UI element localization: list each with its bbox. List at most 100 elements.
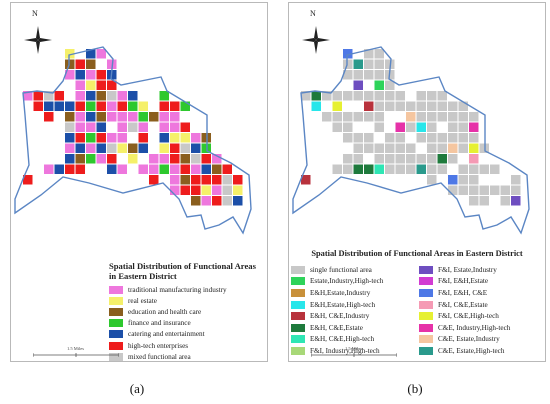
grid-cell [75, 133, 85, 143]
grid-cell [201, 154, 211, 164]
north-label: N [32, 9, 38, 18]
grid-cell [180, 101, 190, 111]
grid-cell [469, 175, 479, 185]
grid-cell [86, 59, 96, 69]
caption-a: (a) [129, 381, 145, 396]
grid-cell [191, 143, 201, 153]
grid-cell [458, 143, 468, 153]
grid-cell [44, 101, 54, 111]
legend-swatch [291, 277, 305, 286]
grid-cell [75, 91, 85, 101]
grid-cell [406, 154, 416, 164]
district-boundary [14, 46, 252, 235]
grid-cell [75, 143, 85, 153]
grid-cell [364, 143, 374, 153]
grid-cell [343, 133, 353, 143]
grid-cell [170, 101, 180, 111]
grid-cell [86, 133, 96, 143]
grid-cell [86, 122, 96, 132]
grid-cell [448, 112, 458, 122]
grid-cell [374, 70, 384, 80]
legend-a: Spatial Distribution of Functional Areas… [109, 261, 259, 361]
grid-cell [427, 133, 437, 143]
grid-cell [180, 185, 190, 195]
legend-item: E&H,Estate,Industry [291, 287, 419, 299]
grid-cell [222, 196, 232, 206]
legend-label: real estate [128, 296, 157, 305]
grid-cell [170, 133, 180, 143]
grid-cell [212, 196, 222, 206]
grid-cell [395, 91, 405, 101]
grid-cell [65, 143, 75, 153]
functional-area-map-b [292, 46, 530, 235]
grid-cell [416, 101, 426, 111]
grid-cell [65, 59, 75, 69]
grid-cell [180, 175, 190, 185]
grid-cell [191, 185, 201, 195]
grid-cell [170, 154, 180, 164]
grid-cell [138, 143, 148, 153]
legend-item: E&H, C&E,Estate [291, 322, 419, 334]
grid-cell [427, 101, 437, 111]
grid-cell [33, 101, 43, 111]
grid-cell [479, 164, 489, 174]
grid-cell [170, 185, 180, 195]
grid-cell [458, 133, 468, 143]
legend-item: C&E, Estate,High-tech [419, 345, 543, 357]
grid-cell [427, 154, 437, 164]
grid-cell [385, 91, 395, 101]
grid-cell [180, 154, 190, 164]
grid-cell [448, 122, 458, 132]
grid-cell [343, 91, 353, 101]
grid-cell [138, 133, 148, 143]
grid-cell [437, 164, 447, 174]
grid-cell [385, 59, 395, 69]
grid-cell [159, 91, 169, 101]
legend-item: Estate,Industry,High-tech [291, 276, 419, 288]
legend-item: F&I, C&E,Estate [419, 299, 543, 311]
legend-label: mixed functional area [128, 352, 191, 361]
legend-label: single functional area [310, 265, 372, 274]
grid-cell [23, 91, 33, 101]
legend-label: F&I, E&H, C&E [438, 288, 488, 297]
grid-cell [44, 91, 54, 101]
grid-cell [86, 112, 96, 122]
grid-cell [343, 164, 353, 174]
legend-item: F&I, E&H, C&E [419, 287, 543, 299]
legend-swatch [291, 346, 305, 355]
grid-cell [107, 91, 117, 101]
grid-cell [469, 154, 479, 164]
grid-cell [353, 80, 363, 90]
legend-label: Estate,Industry,High-tech [310, 277, 384, 286]
grid-cell [385, 143, 395, 153]
legend-swatch [109, 307, 123, 316]
grid-cell [427, 122, 437, 132]
grid-cell [458, 101, 468, 111]
grid-cell [353, 143, 363, 153]
legend-title: Spatial Distribution of Functional Areas… [109, 261, 256, 281]
grid-cell [107, 59, 117, 69]
grid-cell [180, 122, 190, 132]
grid-cell [311, 91, 321, 101]
legend-item: catering and entertainment [109, 329, 259, 340]
grid-cell [448, 154, 458, 164]
grid-cell [201, 143, 211, 153]
grid-cell [117, 112, 127, 122]
grid-cell [364, 49, 374, 59]
legend-swatch [109, 330, 123, 339]
grid-cell [222, 164, 232, 174]
functional-area-map-a [14, 46, 252, 235]
grid-cell [374, 91, 384, 101]
legend-title: Spatial Distribution of Functional Areas… [311, 249, 523, 258]
grid-cell [395, 101, 405, 111]
grid-cell [448, 133, 458, 143]
legend-swatch [109, 319, 123, 328]
legend-swatch [109, 285, 123, 294]
grid-cell [374, 143, 384, 153]
grid-cell [332, 112, 342, 122]
caption-b: (b) [407, 381, 423, 396]
grid-cell [212, 175, 222, 185]
grid-cell [448, 175, 458, 185]
grid-cell [332, 122, 342, 132]
grid-cell [427, 143, 437, 153]
